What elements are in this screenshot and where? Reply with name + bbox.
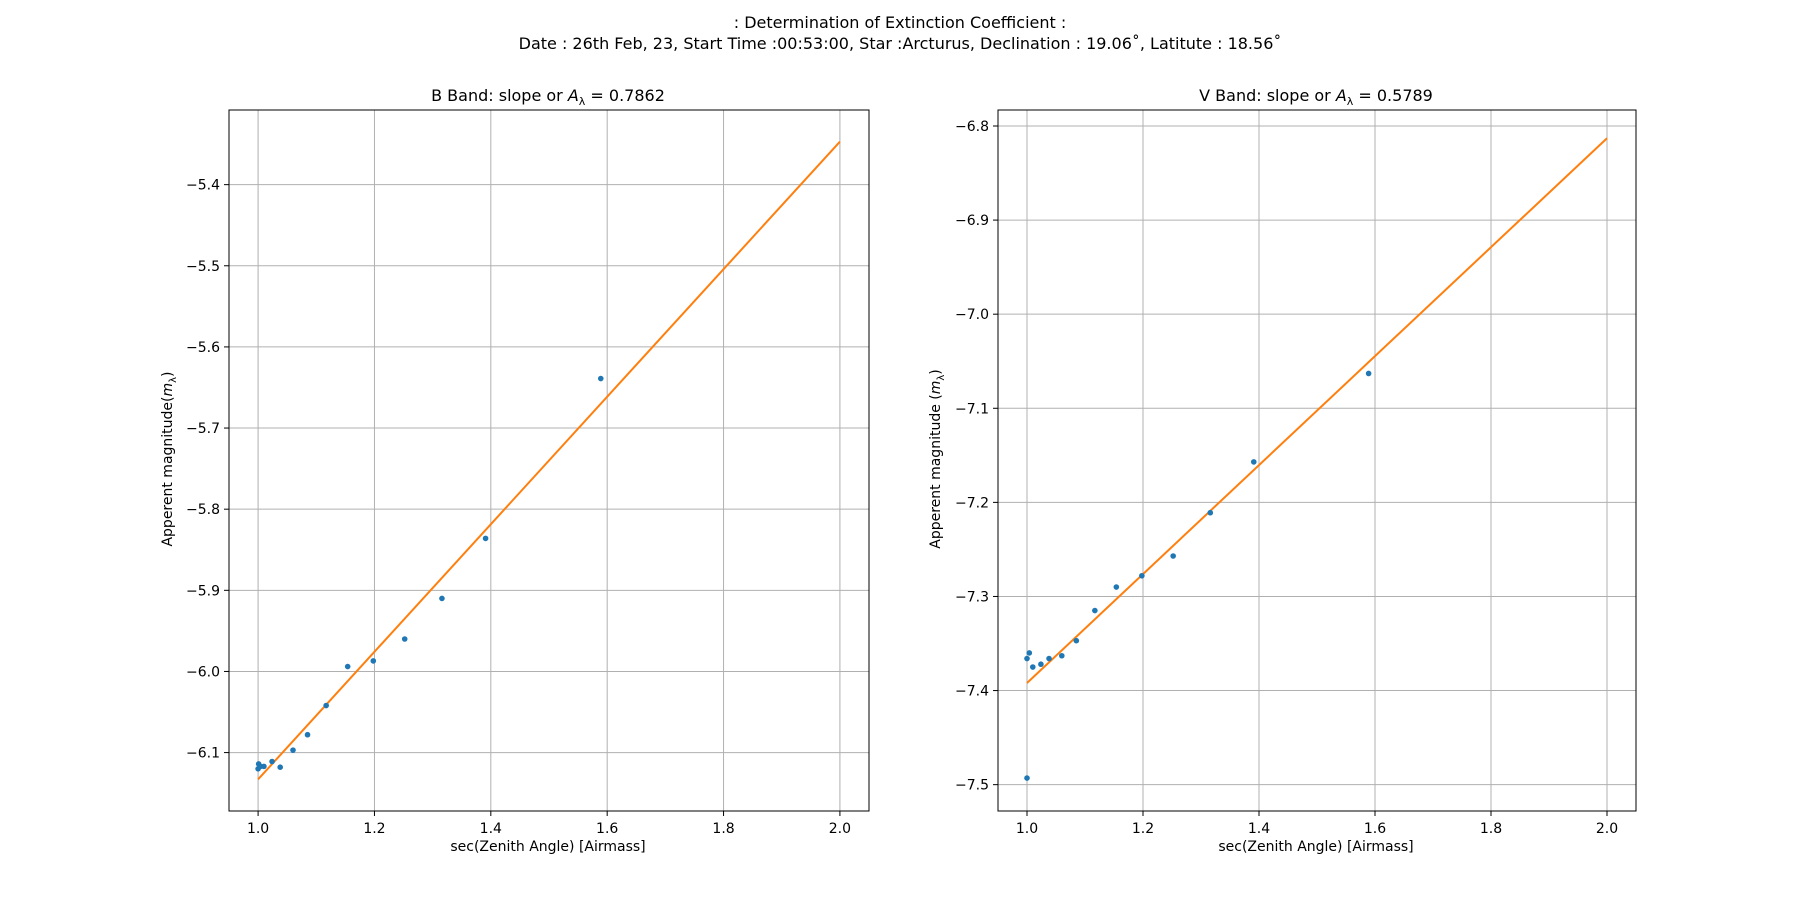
- b-band-data-point: [277, 764, 284, 770]
- figure-suptitle-line-2: Date : 26th Feb, 23, Start Time :00:53:0…: [519, 34, 1282, 53]
- b-band-y-tick-label: −5.5: [186, 259, 220, 275]
- v-band-data-point: [1250, 459, 1257, 465]
- v-band-title: V Band: slope or Aλ = 0.5789: [1199, 86, 1433, 108]
- b-band-y-tick-label: −5.6: [186, 340, 220, 356]
- v-band-data-point: [1030, 664, 1036, 670]
- b-band-y-axis-label: Apperent magnitude(mλ): [160, 371, 179, 546]
- v-band-chart: 1.0 1.2 1.4 1.6 1.8 2.0 −7.5 −7.4 −7.3 −7.2 −7.1 −7…: [928, 86, 1637, 855]
- v-band-data-point: [1073, 637, 1080, 644]
- v-band-data-point: [1038, 661, 1044, 668]
- b-band-data-point: [323, 702, 329, 709]
- v-band-data-point: [1113, 584, 1120, 590]
- v-band-fit-line: [1026, 137, 1608, 684]
- v-band-data-point: [1024, 655, 1030, 662]
- v-band-data-point: [1092, 607, 1098, 614]
- b-band-data-point: [370, 658, 377, 664]
- v-band-x-tick-label: 1.6: [1364, 821, 1386, 837]
- b-band-x-tick-label: 1.8: [712, 821, 734, 837]
- b-band-y-tick-label: −5.4: [186, 178, 220, 194]
- b-band-x-tick-label: 1.2: [363, 821, 385, 837]
- b-band-y-tick-label: −5.9: [186, 583, 220, 599]
- b-band-chart: 1.0 1.2 1.4 1.6 1.8 2.0 −6.1 −6.0 −5.9 −5.8 −5.7 −5…: [160, 86, 870, 855]
- v-band-y-tick-label: −7.4: [955, 684, 989, 700]
- v-band-x-axis-label: sec(Zenith Angle) [Airmass]: [1218, 839, 1413, 855]
- v-band-data-point: [1170, 553, 1176, 559]
- b-band-fit-line: [257, 140, 841, 781]
- b-band-data-point: [344, 663, 351, 670]
- v-band-y-tick-label: −7.5: [955, 778, 989, 794]
- b-band-data-point: [269, 758, 275, 765]
- b-band-title: B Band: slope or Aλ = 0.7862: [431, 86, 665, 108]
- v-band-axes-frame: [997, 109, 1637, 812]
- b-band-y-tick-label: −5.7: [186, 421, 220, 437]
- v-band-data-point: [1024, 775, 1030, 781]
- b-band-y-tick-label: −5.8: [186, 502, 220, 518]
- b-band-data-point: [482, 535, 489, 542]
- v-band-y-tick-label: −7.3: [955, 589, 989, 605]
- b-band-y-tick-label: −6.1: [186, 746, 220, 762]
- v-band-y-tick-label: −6.9: [955, 213, 989, 229]
- b-band-x-tick-label: 2.0: [829, 821, 851, 837]
- v-band-data-point: [1026, 650, 1033, 656]
- b-band-data-point: [401, 636, 408, 642]
- b-band-x-axis-label: sec(Zenith Angle) [Airmass]: [450, 839, 645, 855]
- b-band-data-point: [439, 595, 445, 602]
- b-band-y-tick-label: −6.0: [186, 664, 220, 680]
- v-band-data-point: [1365, 370, 1372, 377]
- v-band-data-point: [1207, 509, 1214, 516]
- v-band-data-point: [1046, 655, 1052, 662]
- b-band-data-point: [261, 763, 267, 770]
- v-band-y-tick-label: −6.8: [955, 119, 989, 135]
- v-band-x-tick-label: 2.0: [1596, 821, 1618, 837]
- b-band-data-point: [597, 375, 604, 382]
- b-band-x-tick-label: 1.6: [596, 821, 618, 837]
- b-band-x-tick-label: 1.4: [480, 821, 502, 837]
- v-band-y-axis-label: Apperent magnitude (mλ): [928, 369, 947, 549]
- v-band-x-tick-label: 1.2: [1132, 821, 1154, 837]
- b-band-axes-frame: [228, 109, 870, 812]
- b-band-data-point: [304, 731, 311, 738]
- figure-suptitle-line-1: : Determination of Extinction Coefficien…: [734, 13, 1067, 32]
- b-band-x-tick-label: 1.0: [247, 821, 269, 837]
- v-band-y-tick-label: −7.1: [955, 401, 989, 417]
- v-band-x-tick-label: 1.8: [1480, 821, 1502, 837]
- v-band-y-tick-label: −7.0: [955, 307, 989, 323]
- v-band-y-tick-label: −7.2: [955, 495, 989, 511]
- v-band-x-tick-label: 1.0: [1016, 821, 1038, 837]
- v-band-data-point: [1059, 652, 1065, 659]
- b-band-data-point: [290, 747, 296, 753]
- v-band-data-point: [1139, 572, 1145, 579]
- v-band-x-tick-label: 1.4: [1248, 821, 1270, 837]
